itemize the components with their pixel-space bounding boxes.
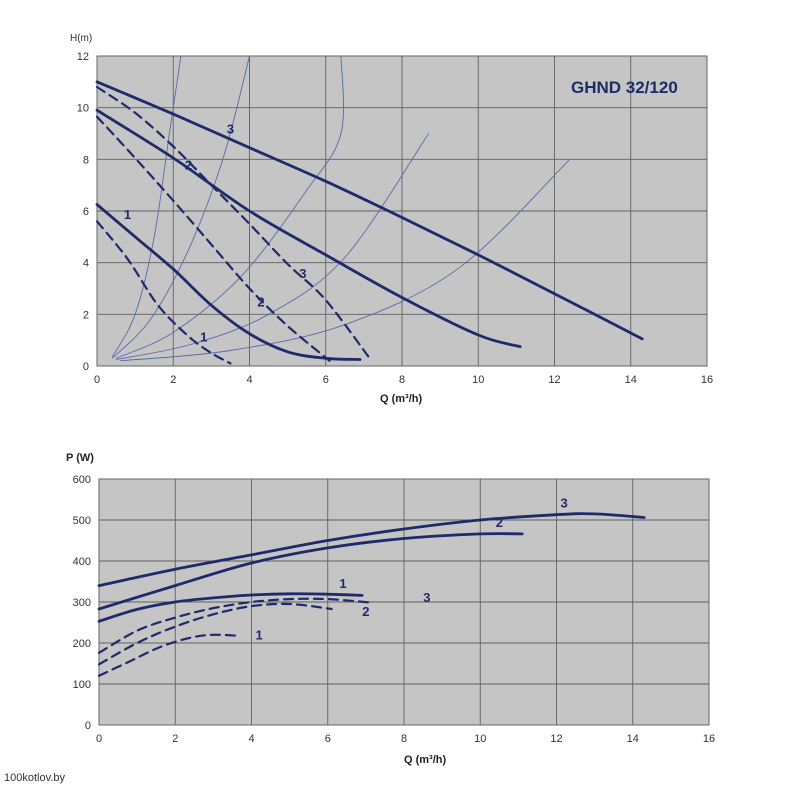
dashed-curve-3 bbox=[97, 597, 375, 654]
system-curve bbox=[119, 158, 571, 362]
curve-label-2: 2 bbox=[185, 158, 192, 173]
y-tick-label: 400 bbox=[73, 556, 91, 568]
x-tick-label: 6 bbox=[325, 733, 331, 745]
x-tick-label: 2 bbox=[170, 374, 176, 386]
system-curves bbox=[111, 55, 571, 362]
dashed-curve-3 bbox=[95, 85, 373, 362]
head-y-ticks: 0 2 4 6 8 10 12 bbox=[77, 51, 89, 373]
head-x-axis-label: Q (m³/h) bbox=[380, 393, 422, 405]
head-grid bbox=[97, 56, 707, 366]
power-x-ticks: 0 2 4 6 8 10 12 14 16 bbox=[96, 733, 715, 745]
curve-label-1: 1 bbox=[256, 628, 263, 643]
watermark-text: 100kotlov.by bbox=[4, 772, 65, 784]
solid-curve-3 bbox=[95, 80, 644, 341]
y-tick-label: 600 bbox=[73, 474, 91, 486]
power-y-axis-label: P (W) bbox=[66, 452, 94, 464]
x-tick-label: 8 bbox=[401, 733, 407, 745]
curve-label-1: 1 bbox=[200, 329, 207, 344]
y-tick-label: 0 bbox=[83, 361, 89, 373]
head-curve-labels: 3 2 1 3 2 1 bbox=[124, 122, 307, 345]
dashed-curve-1 bbox=[95, 220, 232, 365]
y-tick-label: 4 bbox=[83, 258, 89, 270]
curve-label-3: 3 bbox=[561, 496, 568, 511]
system-curve bbox=[115, 55, 344, 359]
y-tick-label: 2 bbox=[83, 309, 89, 321]
head-x-ticks: 0 2 4 6 8 10 12 14 16 bbox=[94, 374, 713, 386]
solid-curve-2 bbox=[95, 108, 522, 348]
curve-label-3: 3 bbox=[299, 266, 306, 281]
dashed-curve-2 bbox=[97, 602, 333, 666]
y-tick-label: 200 bbox=[73, 638, 91, 650]
curve-label-3: 3 bbox=[227, 122, 234, 137]
x-tick-label: 12 bbox=[548, 374, 560, 386]
system-curve bbox=[111, 55, 182, 358]
solid-curve-1 bbox=[97, 592, 364, 623]
y-tick-label: 0 bbox=[85, 720, 91, 732]
power-x-axis-label: Q (m³/h) bbox=[404, 754, 446, 766]
x-tick-label: 0 bbox=[96, 733, 102, 745]
curve-label-2: 2 bbox=[257, 295, 264, 310]
x-tick-label: 0 bbox=[94, 374, 100, 386]
x-tick-label: 16 bbox=[701, 374, 713, 386]
head-series bbox=[95, 80, 644, 365]
power-curve-labels: 3 2 1 3 2 1 bbox=[256, 496, 568, 643]
x-tick-label: 4 bbox=[246, 374, 252, 386]
x-tick-label: 10 bbox=[472, 374, 484, 386]
y-tick-label: 6 bbox=[83, 206, 89, 218]
solid-curve-3 bbox=[97, 512, 646, 587]
x-tick-label: 14 bbox=[627, 733, 639, 745]
x-tick-label: 10 bbox=[474, 733, 486, 745]
dashed-curve-2 bbox=[95, 115, 331, 362]
curve-label-1: 1 bbox=[124, 207, 131, 222]
system-curve bbox=[116, 133, 430, 360]
chart-title: GHND 32/120 bbox=[571, 78, 678, 97]
head-chart: 0 2 4 6 8 10 12 14 16 0 2 4 6 8 10 12 3 2 1 3 2 1 H(m) Q (m… bbox=[70, 33, 713, 405]
y-tick-label: 100 bbox=[73, 679, 91, 691]
x-tick-label: 6 bbox=[323, 374, 329, 386]
system-curve bbox=[111, 55, 250, 359]
y-tick-label: 500 bbox=[73, 515, 91, 527]
y-tick-label: 10 bbox=[77, 103, 89, 115]
curve-label-2: 2 bbox=[496, 515, 503, 530]
head-y-axis-label: H(m) bbox=[70, 33, 92, 44]
power-grid bbox=[99, 479, 709, 725]
solid-curve-1 bbox=[95, 203, 362, 361]
power-chart: 0 2 4 6 8 10 12 14 16 0 100 200 300 400 500 600 3 2 1 3 2 1… bbox=[66, 452, 715, 766]
power-y-ticks: 0 100 200 300 400 500 600 bbox=[73, 474, 91, 732]
curve-label-3: 3 bbox=[423, 590, 430, 605]
x-tick-label: 14 bbox=[625, 374, 637, 386]
x-tick-label: 12 bbox=[550, 733, 562, 745]
curve-label-1: 1 bbox=[339, 576, 346, 591]
solid-curve-2 bbox=[97, 532, 524, 611]
y-tick-label: 12 bbox=[77, 51, 89, 63]
x-tick-label: 8 bbox=[399, 374, 405, 386]
power-series bbox=[97, 512, 646, 677]
x-tick-label: 16 bbox=[703, 733, 715, 745]
x-tick-label: 2 bbox=[172, 733, 178, 745]
y-tick-label: 300 bbox=[73, 597, 91, 609]
dashed-curve-1 bbox=[97, 633, 238, 677]
x-tick-label: 4 bbox=[248, 733, 254, 745]
y-tick-label: 8 bbox=[83, 154, 89, 166]
curve-label-2: 2 bbox=[362, 604, 369, 619]
